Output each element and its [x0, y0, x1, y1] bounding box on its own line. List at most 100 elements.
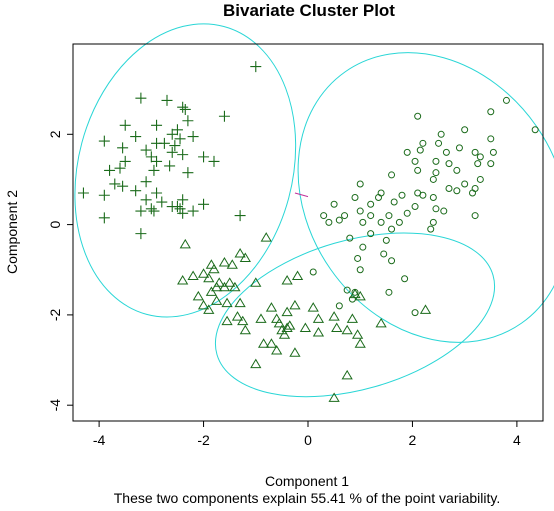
- cluster-ellipse-3: [214, 232, 496, 398]
- circle-point: [401, 275, 409, 283]
- plus-point: [98, 212, 110, 224]
- triangle-point: [265, 338, 278, 348]
- circle-point: [445, 160, 453, 168]
- triangle-point: [341, 324, 353, 335]
- plus-point: [156, 196, 168, 208]
- plus-point: [145, 203, 157, 215]
- circle-point: [487, 135, 495, 143]
- triangle-point: [224, 277, 236, 287]
- triangle-point: [218, 281, 231, 292]
- circle-point: [432, 169, 440, 177]
- circle-point: [437, 130, 445, 138]
- triangle-point: [284, 320, 296, 330]
- circle-point: [487, 108, 495, 116]
- triangle-point: [255, 313, 267, 323]
- circle-point: [367, 200, 375, 208]
- cluster-ellipse-2: [297, 52, 554, 343]
- plus-point: [166, 146, 178, 158]
- plus-point: [169, 140, 181, 152]
- triangle-point: [226, 259, 238, 269]
- circle-point: [429, 175, 437, 183]
- y-tick-label: -2: [47, 308, 63, 321]
- plus-point: [177, 194, 189, 206]
- circle-point: [455, 144, 463, 152]
- circle-point: [476, 175, 484, 183]
- circle-point: [309, 268, 317, 276]
- circle-point: [429, 194, 437, 202]
- plus-point: [135, 92, 147, 104]
- circle-point: [354, 254, 362, 262]
- triangle-point: [179, 238, 191, 249]
- plus-point: [250, 61, 262, 73]
- plus-point: [130, 131, 142, 143]
- plot-frame: [72, 43, 544, 422]
- circle-point: [414, 112, 422, 120]
- plus-point: [177, 101, 189, 113]
- plus-point: [158, 137, 170, 149]
- triangle-point: [257, 338, 270, 348]
- plus-point: [148, 164, 160, 176]
- circle-point: [442, 148, 450, 156]
- plus-point: [166, 128, 178, 140]
- circle-point: [385, 288, 393, 296]
- triangle-point: [218, 256, 231, 267]
- circle-point: [356, 266, 364, 274]
- circle-point: [343, 286, 351, 294]
- plus-point: [119, 119, 131, 131]
- circle-point: [469, 189, 476, 197]
- plus-point: [187, 131, 199, 143]
- triangle-point: [341, 369, 353, 380]
- triangle-point: [328, 392, 340, 402]
- triangle-point: [210, 281, 223, 292]
- circle-point: [429, 218, 437, 226]
- circle-point: [440, 207, 448, 215]
- chart-subtitle: These two components explain 55.41 % of …: [114, 490, 501, 506]
- cluster-3-points: [177, 232, 432, 402]
- triangle-point: [291, 270, 304, 281]
- triangle-point: [312, 313, 325, 323]
- x-tick-label: -4: [93, 432, 106, 448]
- triangle-point: [354, 290, 366, 301]
- circle-point: [461, 126, 469, 134]
- circle-point: [367, 230, 375, 238]
- circle-point: [427, 225, 435, 233]
- triangle-point: [237, 315, 249, 326]
- plus-point: [182, 167, 194, 179]
- circle-point: [388, 257, 396, 265]
- plus-point: [234, 210, 246, 222]
- plus-point: [130, 185, 142, 197]
- x-tick-label: 2: [409, 432, 417, 448]
- triangle-point: [197, 299, 210, 310]
- plus-point: [98, 135, 110, 147]
- circle-point: [388, 171, 396, 179]
- circle-point: [471, 212, 479, 220]
- circle-point: [471, 148, 479, 156]
- circle-point: [320, 212, 328, 220]
- y-tick-label: 2: [47, 130, 63, 138]
- triangle-point: [419, 304, 432, 314]
- cluster-separator-line: [294, 192, 309, 198]
- plus-point: [164, 160, 176, 172]
- plus-point: [119, 155, 131, 167]
- plus-point: [148, 205, 160, 217]
- circle-point: [445, 184, 453, 192]
- circle-point: [390, 198, 398, 206]
- plus-point: [151, 119, 163, 131]
- plus-point: [177, 207, 189, 219]
- circle-point: [531, 126, 539, 134]
- triangle-point: [203, 304, 215, 314]
- plus-point: [135, 205, 147, 217]
- plus-point: [161, 94, 173, 106]
- x-tick-label: -2: [197, 432, 210, 448]
- circle-point: [398, 191, 406, 199]
- circle-point: [335, 302, 343, 310]
- plus-point: [117, 142, 129, 154]
- triangle-point: [289, 299, 301, 310]
- plus-point: [145, 151, 157, 163]
- plus-point: [109, 178, 121, 190]
- triangle-point: [250, 358, 262, 369]
- circle-point: [411, 157, 419, 165]
- circle-point: [385, 212, 393, 220]
- x-tick-label: 4: [513, 432, 521, 448]
